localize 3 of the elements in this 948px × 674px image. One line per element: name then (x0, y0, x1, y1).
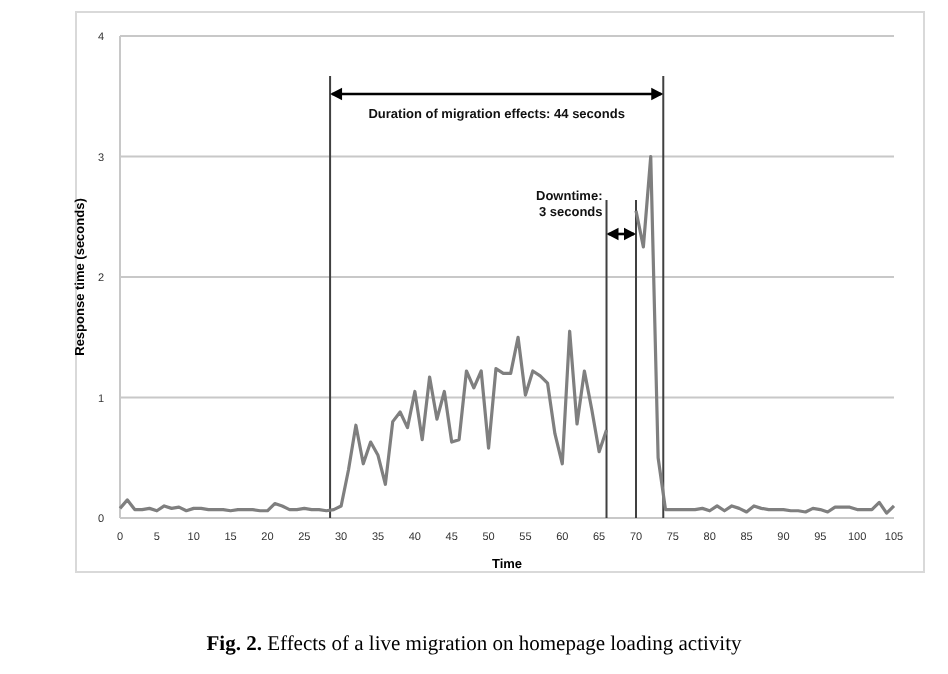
text: Fig. 2. Effects of a live migration on homepage loading activity (206, 634, 743, 656)
line-series (634, 154, 896, 515)
line-series (118, 329, 609, 513)
